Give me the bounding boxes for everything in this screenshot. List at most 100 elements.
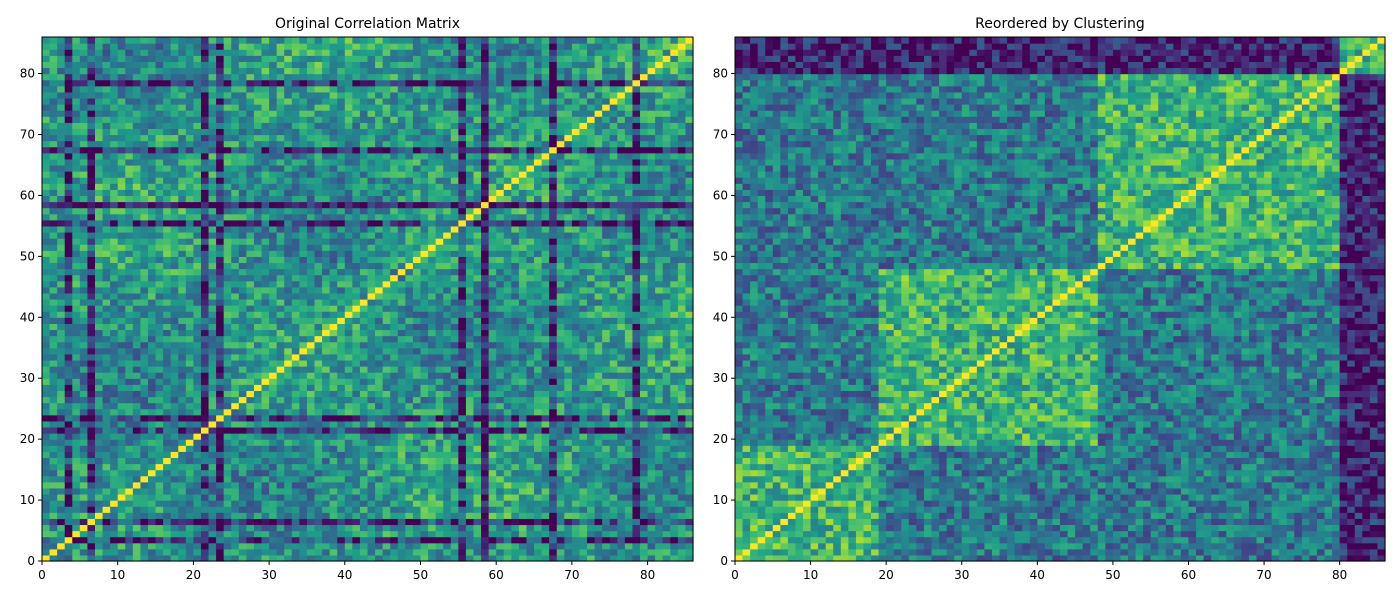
heatmap-cell (647, 292, 656, 300)
heatmap-cell (193, 524, 202, 532)
heatmap-cell (428, 518, 437, 526)
heatmap-cell (382, 268, 391, 276)
heatmap-cell (261, 518, 270, 526)
heatmap-cell (677, 439, 687, 446)
heatmap-cell (435, 426, 444, 434)
heatmap-cell (503, 378, 512, 385)
heatmap-cell (624, 225, 634, 233)
heatmap-cell (42, 451, 51, 459)
heatmap-cell (458, 286, 467, 294)
heatmap-cell (253, 323, 263, 331)
heatmap-cell (140, 481, 149, 489)
heatmap-cell (284, 341, 293, 349)
heatmap-cell (632, 420, 641, 428)
heatmap-cell (261, 530, 270, 538)
heatmap-cell (473, 542, 482, 550)
heatmap-cell (79, 390, 89, 398)
heatmap-cell (125, 299, 134, 306)
heatmap-cell (322, 408, 331, 416)
heatmap-cell (291, 384, 300, 391)
heatmap-cell (465, 420, 475, 428)
heatmap-cell (428, 457, 437, 465)
heatmap-cell (110, 353, 119, 361)
heatmap-cell (140, 524, 149, 532)
heatmap-cell (337, 426, 346, 434)
heatmap-cell (670, 250, 679, 257)
heatmap-cell (57, 408, 66, 416)
heatmap-cell (306, 548, 316, 556)
heatmap-cell (231, 299, 240, 306)
heatmap-cell (602, 366, 611, 373)
heatmap-cell (571, 250, 581, 257)
heatmap-cell (125, 402, 134, 410)
heatmap-cell (632, 463, 641, 471)
heatmap-cell (458, 207, 467, 215)
heatmap-cell (276, 213, 285, 221)
heatmap-cell (655, 536, 664, 544)
heatmap-cell (571, 426, 581, 434)
heatmap-cell (564, 219, 573, 227)
heatmap-cell (94, 286, 104, 294)
heatmap-cell (299, 542, 308, 550)
heatmap-cell (458, 512, 467, 519)
heatmap-cell (238, 487, 247, 495)
heatmap-cell (390, 451, 399, 459)
heatmap-cell (594, 554, 603, 562)
heatmap-cell (72, 426, 81, 434)
heatmap-cell (602, 238, 611, 245)
heatmap-cell (503, 286, 512, 294)
heatmap-cell (337, 244, 346, 251)
heatmap-cell (193, 512, 202, 519)
heatmap-cell (488, 396, 497, 404)
heatmap-cell (125, 323, 134, 331)
heatmap-cell (253, 366, 263, 373)
heatmap-cell (526, 469, 535, 477)
heatmap-cell (435, 445, 444, 452)
heatmap-cell (382, 317, 391, 324)
heatmap-cell (314, 554, 323, 562)
heatmap-cell (420, 451, 429, 459)
heatmap-cell (632, 396, 641, 404)
heatmap-cell (352, 329, 361, 337)
heatmap-cell (238, 408, 247, 416)
heatmap-cell (435, 542, 444, 550)
heatmap-cell (587, 481, 596, 489)
heatmap-cell (655, 219, 664, 227)
heatmap-cell (564, 299, 573, 306)
heatmap-cell (640, 280, 649, 288)
heatmap-cell (488, 305, 497, 312)
heatmap-cell (677, 451, 687, 459)
heatmap-cell (261, 384, 270, 391)
heatmap-cell (465, 299, 475, 306)
heatmap-cell (632, 299, 641, 306)
heatmap-cell (450, 445, 459, 452)
heatmap-cell (412, 439, 422, 446)
heatmap-cell (306, 292, 316, 300)
heatmap-cell (473, 548, 482, 556)
heatmap-cell (223, 256, 232, 264)
heatmap-cell (64, 481, 73, 489)
heatmap-cell (647, 268, 656, 276)
heatmap-cell (382, 244, 391, 251)
heatmap-cell (640, 481, 649, 489)
heatmap-cell (662, 213, 671, 221)
heatmap-cell (110, 213, 119, 221)
heatmap-cell (412, 311, 422, 318)
heatmap-cell (337, 359, 346, 367)
heatmap-cell (291, 463, 300, 471)
heatmap-cell (140, 554, 149, 562)
heatmap-cell (382, 323, 391, 331)
heatmap-cell (178, 420, 187, 428)
heatmap-cell (375, 311, 384, 318)
heatmap-cell (685, 457, 694, 465)
heatmap-cell (632, 250, 641, 257)
heatmap-cell (125, 530, 134, 538)
heatmap-cell (473, 335, 482, 343)
heatmap-cell (640, 256, 649, 264)
heatmap-cell (102, 493, 111, 501)
heatmap-cell (624, 262, 634, 270)
heatmap-cell (556, 554, 565, 562)
heatmap-cell (632, 244, 641, 251)
heatmap-cell (534, 311, 543, 318)
heatmap-cell (117, 238, 126, 245)
